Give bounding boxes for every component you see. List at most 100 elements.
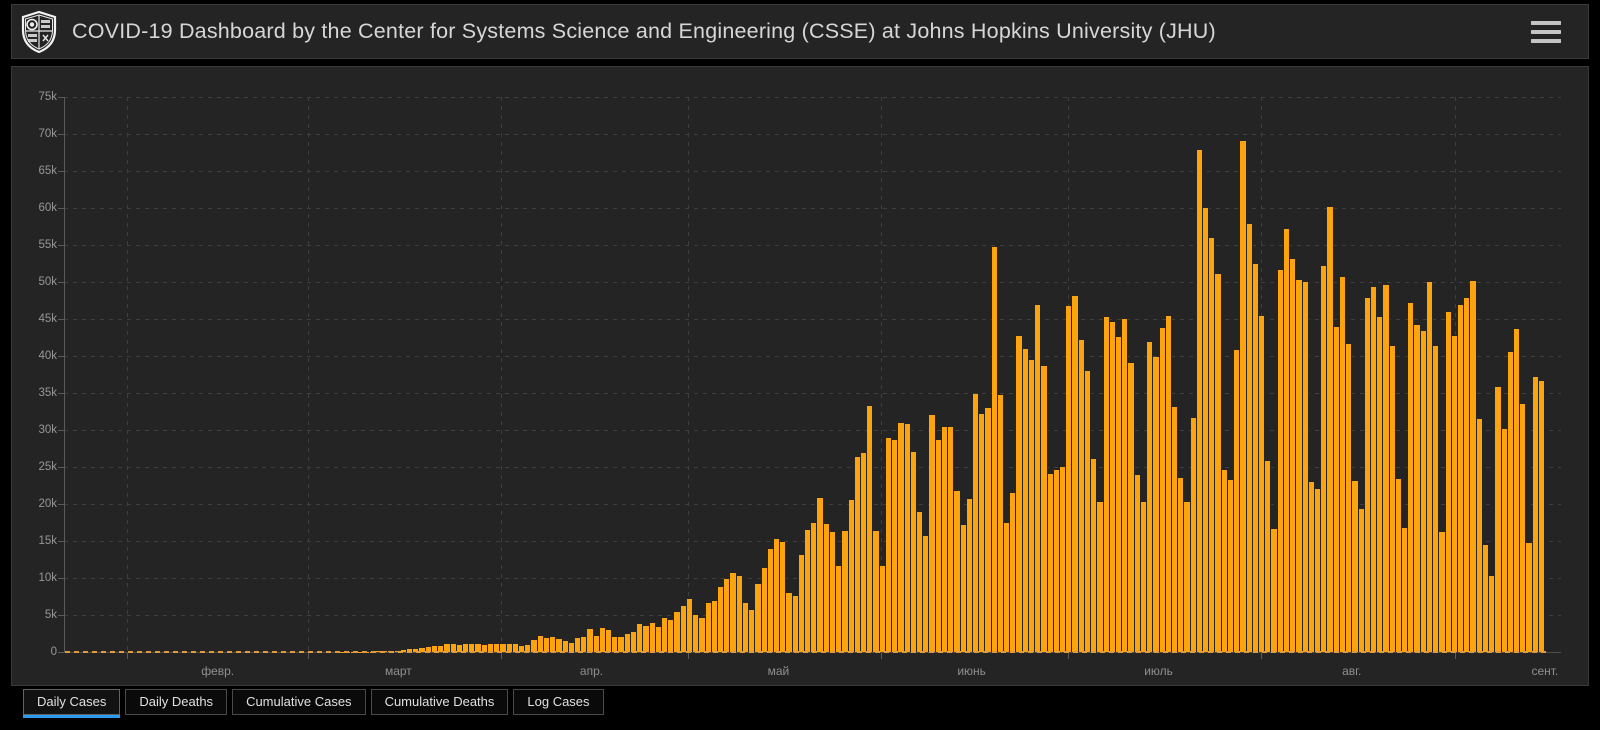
daily-cases-bar[interactable] (1147, 342, 1154, 652)
daily-cases-bar[interactable] (1395, 478, 1403, 652)
tab-cumulative-cases[interactable]: Cumulative Cases (232, 689, 366, 715)
daily-cases-bar[interactable] (1420, 330, 1427, 652)
daily-cases-bar[interactable] (848, 499, 855, 652)
daily-cases-bar[interactable] (1414, 324, 1421, 652)
daily-cases-bar[interactable] (531, 639, 538, 652)
daily-cases-bar[interactable] (1333, 327, 1340, 652)
daily-cases-bar[interactable] (966, 499, 973, 652)
daily-cases-bar[interactable] (1277, 270, 1284, 652)
daily-cases-bar[interactable] (1265, 461, 1272, 652)
daily-cases-bar[interactable] (494, 643, 501, 652)
daily-cases-bar[interactable] (1184, 502, 1191, 652)
daily-cases-bar[interactable] (562, 641, 569, 652)
daily-cases-bar[interactable] (1053, 469, 1060, 652)
daily-cases-bar[interactable] (612, 637, 619, 652)
tab-daily-deaths[interactable]: Daily Deaths (125, 689, 228, 715)
daily-cases-bar[interactable] (817, 498, 824, 652)
daily-cases-bar[interactable] (674, 612, 681, 652)
daily-cases-bar[interactable] (1513, 328, 1521, 652)
daily-cases-bar[interactable] (1314, 488, 1322, 652)
daily-cases-bar[interactable] (1532, 376, 1539, 652)
daily-cases-bar[interactable] (1078, 339, 1085, 652)
daily-cases-bar[interactable] (1389, 346, 1396, 652)
daily-cases-bar[interactable] (823, 524, 830, 652)
daily-cases-bar[interactable] (581, 636, 588, 652)
daily-cases-bar[interactable] (960, 525, 967, 652)
daily-cases-bar[interactable] (711, 600, 718, 652)
daily-cases-bar[interactable] (792, 596, 799, 652)
daily-cases-bar[interactable] (1370, 287, 1378, 652)
daily-cases-bar[interactable] (1538, 380, 1546, 652)
daily-cases-bar[interactable] (630, 632, 638, 652)
daily-cases-bar[interactable] (1439, 532, 1446, 652)
daily-cases-bar[interactable] (836, 565, 843, 652)
daily-cases-bar[interactable] (991, 246, 998, 652)
daily-cases-bar[interactable] (1470, 280, 1477, 652)
daily-cases-bar[interactable] (1091, 459, 1098, 652)
daily-cases-bar[interactable] (1290, 258, 1297, 652)
daily-cases-bar[interactable] (954, 491, 961, 652)
daily-cases-bar[interactable] (898, 423, 905, 652)
daily-cases-bar[interactable] (736, 576, 743, 652)
daily-cases-bar[interactable] (518, 645, 526, 652)
daily-cases-bar[interactable] (556, 638, 563, 652)
daily-cases-bar[interactable] (1489, 575, 1496, 652)
daily-cases-bar[interactable] (1433, 346, 1440, 652)
daily-cases-bar[interactable] (1103, 316, 1110, 652)
daily-cases-bar[interactable] (1066, 306, 1073, 652)
daily-cases-bar[interactable] (1047, 474, 1054, 652)
daily-cases-bar[interactable] (1010, 493, 1017, 652)
daily-cases-bar[interactable] (1501, 428, 1508, 652)
daily-cases-bar[interactable] (1171, 407, 1179, 652)
daily-cases-bar[interactable] (873, 530, 880, 652)
daily-cases-bar[interactable] (450, 644, 457, 652)
daily-cases-bar[interactable] (724, 578, 731, 652)
daily-cases-bar[interactable] (1165, 316, 1172, 652)
daily-cases-bar[interactable] (1464, 298, 1471, 652)
daily-cases-bar[interactable] (1178, 477, 1185, 652)
daily-cases-bar[interactable] (1352, 481, 1359, 652)
daily-cases-bar[interactable] (1196, 149, 1204, 652)
hamburger-menu-icon[interactable] (1531, 20, 1561, 43)
daily-cases-bar[interactable] (475, 644, 482, 652)
daily-cases-bar[interactable] (1458, 304, 1465, 652)
daily-cases-bar[interactable] (885, 437, 893, 652)
daily-cases-bar[interactable] (537, 635, 544, 652)
daily-cases-bar[interactable] (1308, 481, 1315, 652)
daily-cases-bar[interactable] (637, 624, 644, 652)
daily-cases-bar[interactable] (1227, 479, 1235, 652)
daily-cases-bar[interactable] (1377, 316, 1384, 652)
daily-cases-bar[interactable] (699, 618, 706, 652)
daily-cases-bar[interactable] (1203, 208, 1210, 652)
daily-cases-bar[interactable] (1476, 419, 1483, 652)
daily-cases-bar[interactable] (767, 548, 774, 652)
daily-cases-bar[interactable] (606, 630, 613, 652)
daily-cases-bar[interactable] (811, 523, 818, 652)
daily-cases-bar[interactable] (941, 426, 949, 652)
daily-cases-bar[interactable] (1302, 282, 1309, 652)
daily-cases-bar[interactable] (693, 615, 700, 652)
daily-cases-bar[interactable] (574, 638, 582, 652)
daily-cases-bar[interactable] (948, 426, 955, 652)
daily-cases-bar[interactable] (916, 512, 924, 652)
daily-cases-bar[interactable] (1140, 501, 1148, 652)
daily-cases-bar[interactable] (599, 627, 607, 652)
daily-cases-bar[interactable] (1240, 140, 1247, 652)
daily-cases-bar[interactable] (1221, 470, 1228, 652)
daily-cases-bar[interactable] (1084, 371, 1092, 652)
daily-cases-bar[interactable] (662, 617, 669, 652)
daily-cases-bar[interactable] (1028, 359, 1036, 652)
daily-cases-bar[interactable] (1128, 363, 1135, 652)
daily-cases-bar[interactable] (481, 644, 488, 652)
daily-cases-bar[interactable] (972, 393, 980, 652)
daily-cases-bar[interactable] (717, 586, 725, 652)
daily-cases-bar[interactable] (512, 643, 519, 652)
daily-cases-bar[interactable] (1097, 502, 1104, 652)
daily-cases-bar[interactable] (649, 622, 656, 652)
daily-cases-bar[interactable] (1526, 542, 1533, 652)
daily-cases-bar[interactable] (842, 531, 849, 652)
daily-cases-bar[interactable] (463, 643, 470, 652)
daily-cases-bar[interactable] (413, 648, 420, 652)
tab-log-cases[interactable]: Log Cases (513, 689, 604, 715)
daily-cases-bar[interactable] (643, 626, 650, 652)
